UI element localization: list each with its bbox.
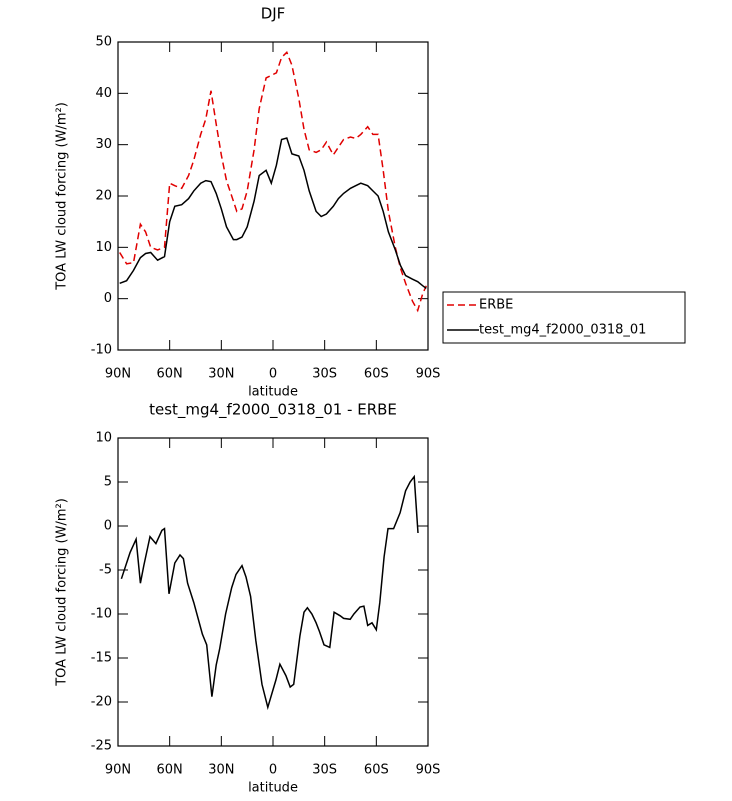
data-line (119, 137, 427, 290)
legend-label: test_mg4_f2000_0318_01 (479, 323, 646, 338)
data-line (119, 50, 427, 313)
x-tick-label: 0 (269, 367, 277, 382)
y-tick-label: 50 (95, 35, 112, 50)
x-tick-label: 30S (312, 367, 337, 382)
x-tick-label: 60S (364, 763, 389, 778)
y-tick-label: -10 (91, 343, 112, 358)
chart-title: test_mg4_f2000_0318_01 - ERBE (149, 401, 397, 420)
y-tick-label: 30 (95, 137, 112, 152)
y-tick-label: 20 (95, 189, 112, 204)
x-axis-label: latitude (248, 781, 298, 796)
chart-title: DJF (261, 5, 286, 23)
y-tick-label: 10 (95, 431, 112, 446)
y-tick-label: -20 (91, 695, 112, 710)
x-tick-label: 60N (157, 367, 183, 382)
data-line (120, 474, 419, 711)
y-axis-label: TOA LW cloud forcing (W/m²) (55, 498, 70, 687)
x-tick-label: 90S (416, 367, 441, 382)
y-tick-label: -5 (99, 563, 112, 578)
legend-box (442, 291, 686, 344)
y-tick-label: -15 (91, 651, 112, 666)
x-tick-label: 90S (416, 763, 441, 778)
x-axis-label: latitude (248, 385, 298, 400)
x-tick-label: 30S (312, 763, 337, 778)
y-tick-label: 10 (95, 240, 112, 255)
y-axis-label: TOA LW cloud forcing (W/m²) (55, 102, 70, 291)
y-tick-label: -25 (91, 739, 112, 754)
plot-frame (117, 41, 429, 351)
y-tick-label: 5 (104, 475, 112, 490)
y-tick-label: 0 (104, 291, 112, 306)
legend-label: ERBE (479, 298, 513, 313)
x-tick-label: 90N (105, 763, 131, 778)
x-tick-label: 90N (105, 367, 131, 382)
x-tick-label: 60S (364, 367, 389, 382)
x-tick-label: 60N (157, 763, 183, 778)
y-tick-label: 0 (104, 519, 112, 534)
y-tick-label: 40 (95, 86, 112, 101)
x-tick-label: 0 (269, 763, 277, 778)
x-tick-label: 30N (208, 763, 234, 778)
y-tick-label: -10 (91, 607, 112, 622)
x-tick-label: 30N (208, 367, 234, 382)
